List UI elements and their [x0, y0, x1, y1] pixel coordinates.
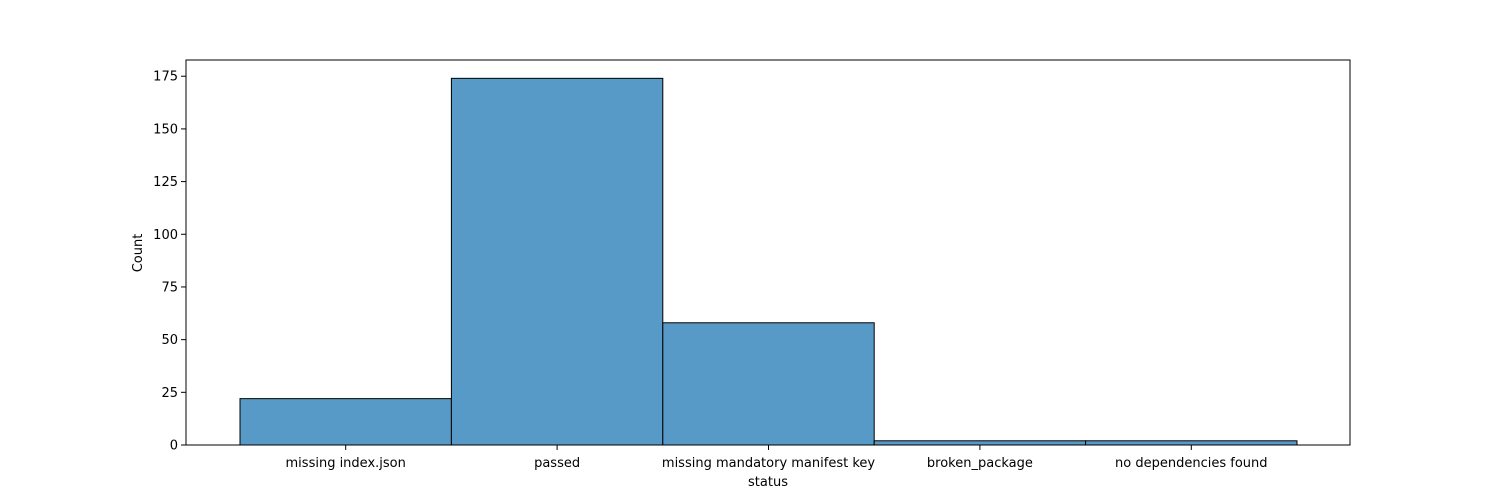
x-tick-label-4: no dependencies found — [1115, 456, 1267, 471]
y-tick-label-1: 25 — [161, 386, 178, 401]
y-tick-label-7: 175 — [153, 70, 178, 85]
bar-4 — [1085, 440, 1298, 446]
bar-0 — [239, 398, 452, 446]
bar-3 — [873, 440, 1087, 446]
x-axis-label: status — [748, 475, 788, 490]
y-tick-label-0: 0 — [170, 439, 178, 454]
y-axis-label: Count — [131, 234, 146, 273]
x-tick-label-1: passed — [534, 456, 580, 471]
x-tick-label-2: missing mandatory manifest key — [662, 456, 875, 471]
axes-group: 0 25 50 75 100 125 150 175 missing index.json pas… — [153, 59, 1351, 471]
y-tick-label-3: 75 — [161, 280, 178, 295]
y-tick-label-5: 125 — [153, 175, 178, 190]
x-tick-label-3: broken_package — [927, 456, 1033, 471]
y-tick-label-6: 150 — [153, 122, 178, 137]
x-tick-label-0: missing index.json — [286, 456, 406, 471]
bar-1 — [450, 77, 664, 446]
bars-group — [239, 77, 1298, 446]
y-tick-label-2: 50 — [161, 333, 178, 348]
y-tick-label-4: 100 — [153, 228, 178, 243]
bar-2 — [662, 322, 875, 446]
